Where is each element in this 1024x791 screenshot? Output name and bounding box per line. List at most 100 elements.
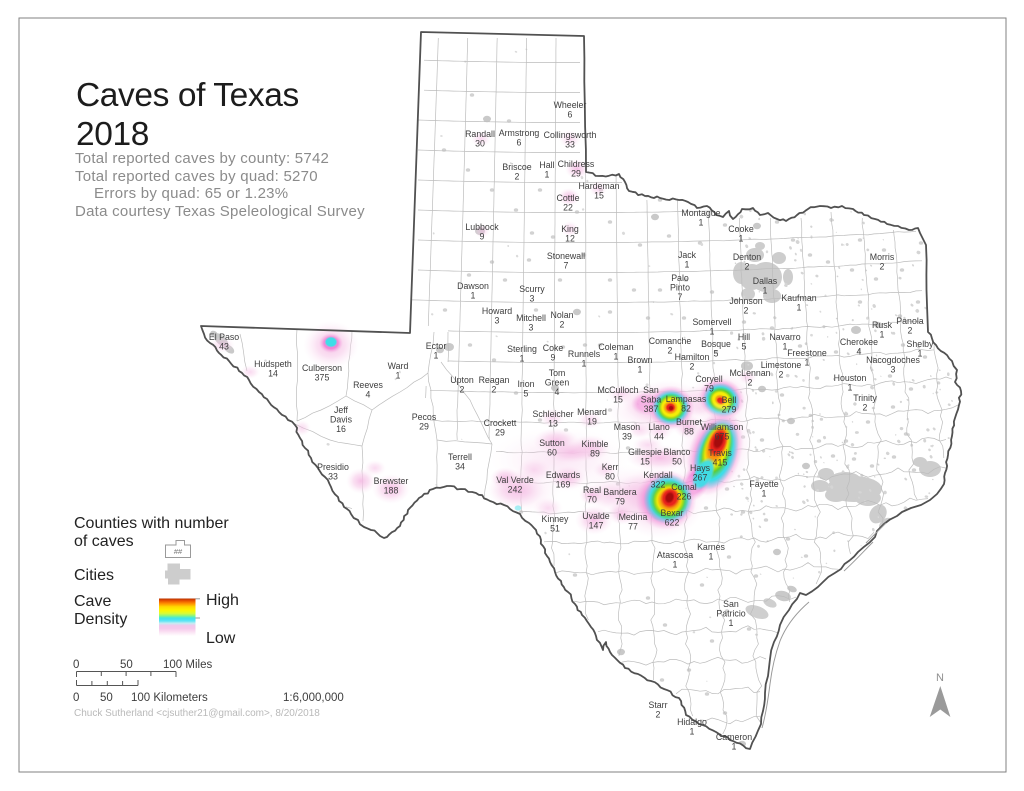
svg-text:Nacogdoches: Nacogdoches — [866, 355, 920, 365]
svg-text:5: 5 — [524, 389, 529, 399]
svg-text:Navarro: Navarro — [769, 332, 800, 342]
svg-text:Jack: Jack — [678, 250, 697, 260]
svg-text:Cherokee: Cherokee — [840, 337, 878, 347]
svg-text:242: 242 — [508, 485, 523, 495]
svg-text:Ward: Ward — [388, 361, 409, 371]
svg-text:Hidalgo: Hidalgo — [677, 717, 707, 727]
svg-text:7: 7 — [564, 261, 569, 271]
svg-text:1: 1 — [762, 489, 767, 499]
svg-text:2: 2 — [515, 172, 520, 182]
svg-text:1: 1 — [638, 365, 643, 375]
svg-text:29: 29 — [495, 428, 505, 438]
svg-text:2: 2 — [690, 362, 695, 372]
svg-text:Hudspeth: Hudspeth — [254, 359, 292, 369]
svg-text:McLennan: McLennan — [729, 368, 770, 378]
svg-text:Presidio: Presidio — [317, 462, 349, 472]
svg-text:30: 30 — [475, 139, 485, 149]
svg-text:Bell: Bell — [722, 395, 737, 405]
svg-text:Coke: Coke — [543, 343, 564, 353]
svg-text:1: 1 — [783, 342, 788, 352]
svg-text:Reeves: Reeves — [353, 380, 383, 390]
svg-text:Johnson: Johnson — [729, 296, 762, 306]
svg-text:Mason: Mason — [614, 422, 641, 432]
svg-text:77: 77 — [628, 522, 638, 532]
svg-text:2: 2 — [748, 378, 753, 388]
svg-text:Fayette: Fayette — [749, 479, 778, 489]
svg-text:1: 1 — [396, 371, 401, 381]
svg-text:2: 2 — [908, 326, 913, 336]
svg-text:Runnels: Runnels — [568, 349, 601, 359]
svg-text:Kendall: Kendall — [643, 470, 672, 480]
svg-text:Crockett: Crockett — [484, 418, 517, 428]
svg-text:267: 267 — [693, 473, 708, 483]
svg-text:387: 387 — [644, 404, 659, 414]
svg-text:##: ## — [174, 547, 183, 556]
svg-text:43: 43 — [219, 342, 229, 352]
svg-text:169: 169 — [556, 480, 571, 490]
svg-text:Data courtesy Texas Speleologi: Data courtesy Texas Speleological Survey — [75, 203, 365, 220]
svg-text:1: 1 — [685, 260, 690, 270]
svg-text:Sutton: Sutton — [539, 438, 565, 448]
svg-text:Llano: Llano — [648, 422, 670, 432]
svg-text:Dawson: Dawson — [457, 281, 489, 291]
svg-text:Travis: Travis — [708, 448, 732, 458]
svg-text:Collingsworth: Collingsworth — [544, 130, 597, 140]
svg-text:Trinity: Trinity — [853, 393, 877, 403]
svg-text:Burnet: Burnet — [676, 417, 702, 427]
svg-text:29: 29 — [419, 422, 429, 432]
svg-text:of caves: of caves — [74, 533, 134, 550]
svg-text:Pecos: Pecos — [412, 412, 437, 422]
svg-text:4: 4 — [555, 387, 560, 397]
svg-text:Comanche: Comanche — [649, 336, 692, 346]
svg-text:Childress: Childress — [558, 159, 595, 169]
svg-text:60: 60 — [547, 448, 557, 458]
svg-text:1: 1 — [729, 618, 734, 628]
svg-text:7: 7 — [678, 292, 683, 302]
svg-text:322: 322 — [651, 480, 666, 490]
svg-text:34: 34 — [455, 462, 465, 472]
svg-text:33: 33 — [328, 472, 338, 482]
svg-text:15: 15 — [640, 457, 650, 467]
svg-text:Pinto: Pinto — [670, 283, 690, 293]
svg-text:50: 50 — [120, 659, 133, 671]
svg-text:Saba: Saba — [641, 395, 662, 405]
svg-text:Kerr: Kerr — [602, 462, 619, 472]
svg-text:279: 279 — [722, 405, 737, 415]
svg-text:1: 1 — [732, 742, 737, 752]
svg-text:Williamson: Williamson — [701, 422, 744, 432]
svg-text:82: 82 — [681, 404, 691, 414]
svg-text:15: 15 — [613, 395, 623, 405]
svg-text:100 Miles: 100 Miles — [163, 659, 212, 671]
svg-text:2: 2 — [745, 262, 750, 272]
svg-text:0: 0 — [73, 692, 79, 704]
svg-text:Mitchell: Mitchell — [516, 313, 546, 323]
svg-text:1: 1 — [699, 218, 704, 228]
svg-text:Panola: Panola — [896, 316, 923, 326]
svg-text:1: 1 — [545, 170, 550, 180]
svg-text:Chuck Sutherland <cjsuther21@g: Chuck Sutherland <cjsuther21@gmail.com>,… — [74, 708, 320, 719]
svg-text:Cameron: Cameron — [716, 732, 752, 742]
svg-text:Caves of Texas: Caves of Texas — [76, 77, 299, 114]
svg-text:Starr: Starr — [648, 700, 667, 710]
svg-text:1: 1 — [763, 286, 768, 296]
svg-text:2: 2 — [668, 346, 673, 356]
svg-text:6: 6 — [517, 138, 522, 148]
svg-text:Nolan: Nolan — [551, 310, 574, 320]
svg-text:Green: Green — [545, 378, 570, 388]
svg-text:San: San — [643, 385, 659, 395]
svg-text:1: 1 — [582, 359, 587, 369]
svg-text:Jeff: Jeff — [334, 405, 349, 415]
svg-text:Karnes: Karnes — [697, 542, 725, 552]
svg-text:3: 3 — [495, 316, 500, 326]
svg-text:1: 1 — [434, 351, 439, 361]
svg-text:N: N — [936, 672, 944, 684]
svg-text:Bosque: Bosque — [701, 339, 731, 349]
svg-text:Hays: Hays — [690, 463, 711, 473]
svg-text:Medina: Medina — [619, 512, 648, 522]
svg-text:Density: Density — [74, 611, 127, 628]
svg-text:100 Kilometers: 100 Kilometers — [131, 692, 208, 704]
svg-text:Irion: Irion — [517, 379, 534, 389]
svg-text:Hill: Hill — [738, 332, 750, 342]
svg-text:16: 16 — [336, 424, 346, 434]
svg-text:13: 13 — [548, 419, 558, 429]
